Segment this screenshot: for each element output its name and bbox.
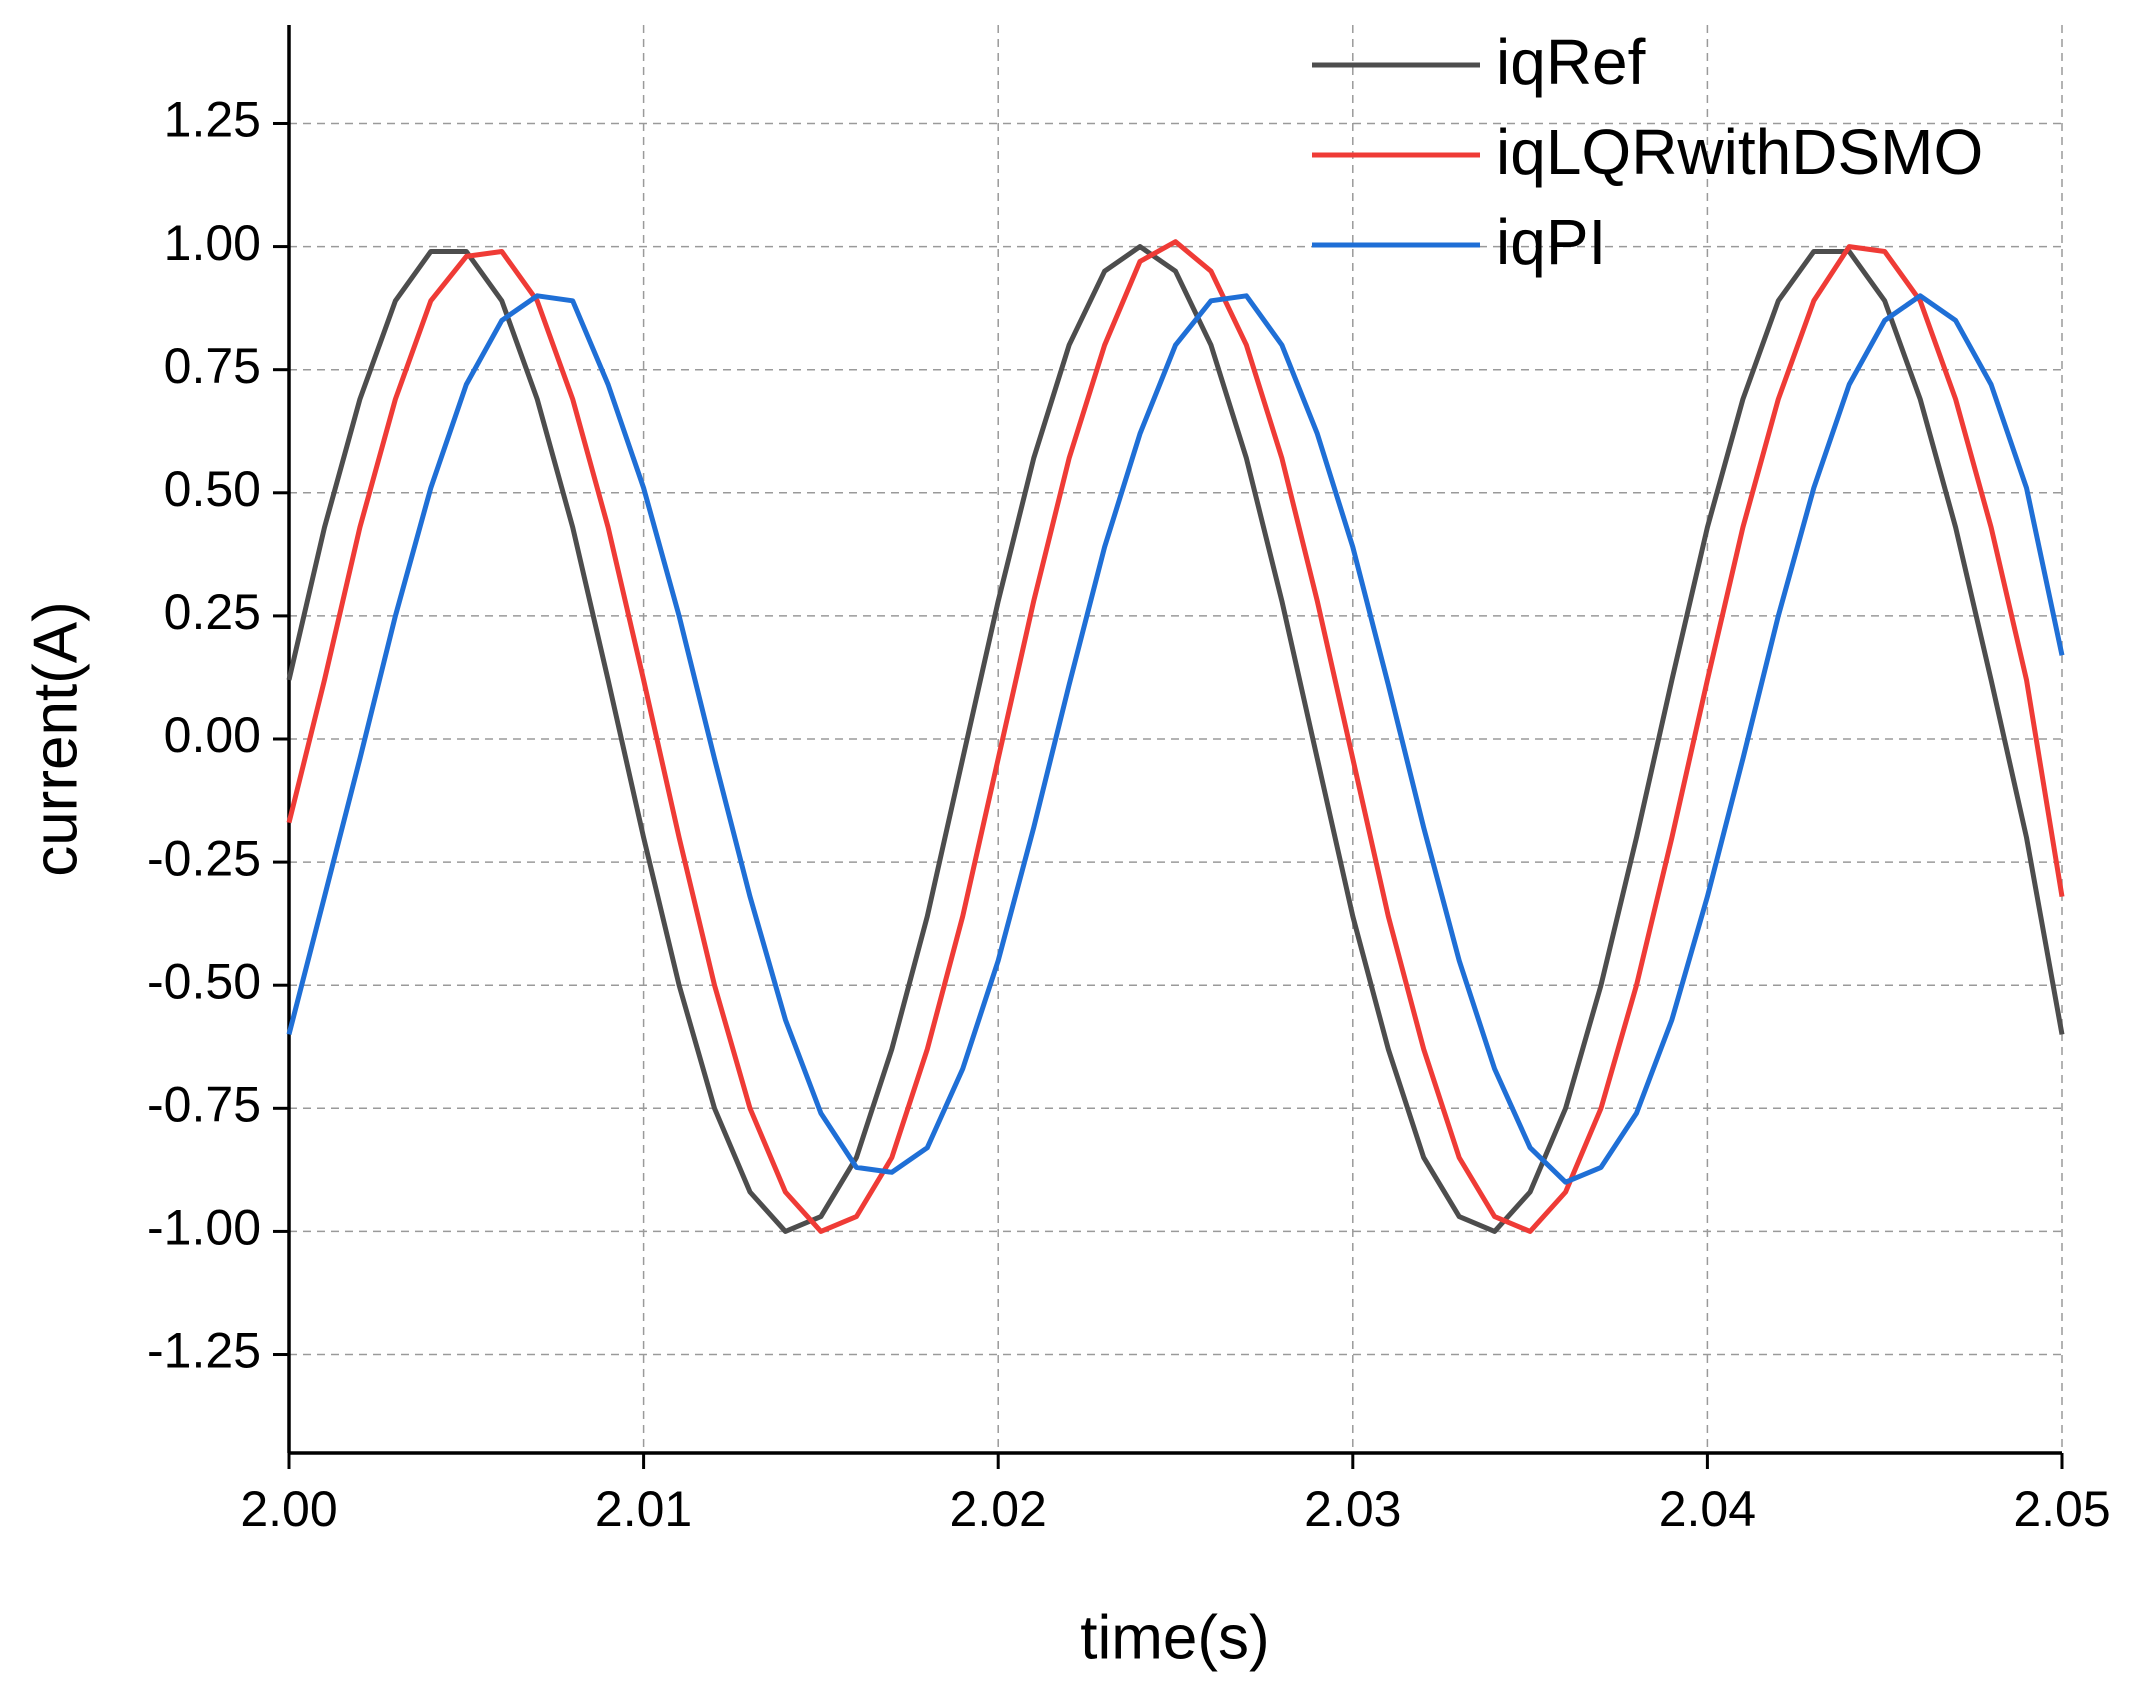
x-tick-label: 2.05 — [2013, 1481, 2110, 1537]
y-tick-label: 1.00 — [164, 215, 261, 271]
series-line — [286, 244, 2065, 1234]
legend-label: iqRef — [1496, 26, 1646, 98]
y-tick-label: -0.50 — [147, 953, 261, 1009]
x-tick-label: 2.04 — [1659, 1481, 1756, 1537]
y-tick-label: 0.50 — [164, 461, 261, 517]
y-tick-label: -1.00 — [147, 1200, 261, 1256]
x-tick-label: 2.02 — [950, 1481, 1047, 1537]
y-tick-label: -0.75 — [147, 1077, 261, 1133]
x-tick-label: 2.03 — [1304, 1481, 1401, 1537]
y-tick-label: -0.25 — [147, 830, 261, 886]
y-axis-label: current(A) — [21, 601, 90, 877]
y-tick-label: 0.25 — [164, 584, 261, 640]
series-line — [286, 293, 2065, 1185]
y-tick-label: 1.25 — [164, 92, 261, 148]
series-line — [286, 239, 2065, 1234]
y-tick-label: -1.25 — [147, 1323, 261, 1379]
y-tick-label: 0.75 — [164, 338, 261, 394]
x-tick-label: 2.01 — [595, 1481, 692, 1537]
legend-label: iqLQRwithDSMO — [1496, 116, 1983, 188]
x-axis-label: time(s) — [1080, 1603, 1269, 1672]
x-tick-label: 2.00 — [240, 1481, 337, 1537]
y-tick-label: 0.00 — [164, 707, 261, 763]
legend-label: iqPI — [1496, 206, 1606, 278]
